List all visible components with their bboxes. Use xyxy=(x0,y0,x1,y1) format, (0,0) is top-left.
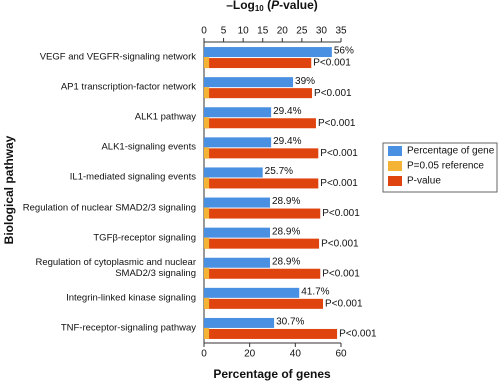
y-tick-label: VEGF and VEGFR-signaling network xyxy=(39,51,196,63)
value-label: 56% xyxy=(334,46,354,57)
bar xyxy=(204,287,300,298)
bar xyxy=(204,298,323,309)
value-label: 28.9% xyxy=(272,196,300,207)
bar xyxy=(204,167,263,178)
value-label: 29.4% xyxy=(273,136,301,147)
value-label: 30.7% xyxy=(276,317,304,328)
value-label: 25.7% xyxy=(265,166,293,177)
x2-tick-label: 30 xyxy=(316,26,328,37)
x-tick-label: 20 xyxy=(244,349,256,360)
x-axis-label: Percentage of genes xyxy=(213,367,331,381)
value-label: 28.9% xyxy=(272,226,300,237)
bar xyxy=(204,178,319,189)
value-label: P<0.001 xyxy=(320,148,358,159)
value-label: P<0.001 xyxy=(320,178,358,189)
value-label: P<0.001 xyxy=(321,238,359,249)
bar xyxy=(204,297,210,309)
value-label: P<0.001 xyxy=(325,298,363,309)
bar xyxy=(204,87,210,99)
y-tick-label: ALK1-signaling events xyxy=(101,141,196,153)
y-axis-label: Biological pathway xyxy=(2,135,16,244)
value-label: 41.7% xyxy=(301,286,329,297)
bar xyxy=(204,207,210,219)
bar xyxy=(204,237,210,249)
bar xyxy=(204,317,275,328)
x2-tick-label: 25 xyxy=(296,26,308,37)
bar xyxy=(204,197,270,208)
legend-label: P-value xyxy=(407,176,441,187)
legend-swatch xyxy=(388,161,402,171)
y-tick-label: Regulation of cytoplasmic and nuclear SM… xyxy=(35,256,196,279)
bar xyxy=(204,118,316,129)
bar xyxy=(204,88,313,99)
y-tick-label: TGFβ-receptor signaling xyxy=(93,232,196,244)
x2-tick-label: 5 xyxy=(221,26,227,37)
bar xyxy=(204,227,270,238)
value-label: P<0.001 xyxy=(314,88,352,99)
value-label: P<0.001 xyxy=(318,118,356,129)
y-tick-label: Regulation of nuclear SMAD2/3 signaling xyxy=(22,202,196,214)
value-label: P<0.001 xyxy=(322,208,360,219)
value-label: P<0.001 xyxy=(322,268,360,279)
bar xyxy=(204,238,320,249)
legend-swatch xyxy=(388,176,402,186)
x-tick-label: 0 xyxy=(201,349,207,360)
value-label: 29.4% xyxy=(273,106,301,117)
x2-tick-label: 10 xyxy=(238,26,250,37)
value-label: 28.9% xyxy=(272,256,300,267)
x2-tick-label: 20 xyxy=(277,26,289,37)
legend-label: P=0.05 reference xyxy=(407,161,484,172)
legend-swatch xyxy=(388,146,402,156)
x2-label-part: –Log xyxy=(226,0,255,12)
value-label: P<0.001 xyxy=(339,329,377,340)
bar xyxy=(204,107,272,118)
bar xyxy=(204,47,332,58)
bar xyxy=(204,177,210,189)
x2-label-part: 10 xyxy=(255,4,264,13)
x2-tick-label: 0 xyxy=(201,26,207,37)
bar xyxy=(204,57,210,69)
y-tick-label: TNF-receptor-signaling pathway xyxy=(60,322,196,334)
x2-label-part: -value) xyxy=(279,0,318,12)
bar xyxy=(204,58,312,69)
x-tick-label: 60 xyxy=(335,349,347,360)
bar xyxy=(204,147,210,159)
bar xyxy=(204,77,294,88)
y-tick-label: AP1 transcription-factor network xyxy=(60,81,196,93)
bar xyxy=(204,268,321,279)
y-tick-label: IL1-mediated signaling events xyxy=(69,171,196,183)
y-tick-label: Integrin-linked kinase signaling xyxy=(66,292,196,304)
x2-tick-label: 35 xyxy=(335,26,347,37)
x2-axis-label: –Log10 (P-value) xyxy=(226,0,318,13)
bar xyxy=(204,208,321,219)
value-label: 39% xyxy=(295,76,315,87)
y-tick-label: ALK1 pathway xyxy=(134,111,196,123)
bar xyxy=(204,148,319,159)
x2-label-part: ( xyxy=(264,0,271,12)
bar xyxy=(204,137,272,148)
bar xyxy=(204,117,210,129)
legend-label: Percentage of gene xyxy=(407,146,495,157)
x2-label-part: P xyxy=(271,0,280,12)
x2-tick-label: 15 xyxy=(257,26,269,37)
x-tick-label: 40 xyxy=(290,349,302,360)
bar xyxy=(204,267,210,279)
bar xyxy=(204,257,270,268)
bar xyxy=(204,328,338,339)
value-label: P<0.001 xyxy=(313,58,351,69)
bar xyxy=(204,327,210,339)
